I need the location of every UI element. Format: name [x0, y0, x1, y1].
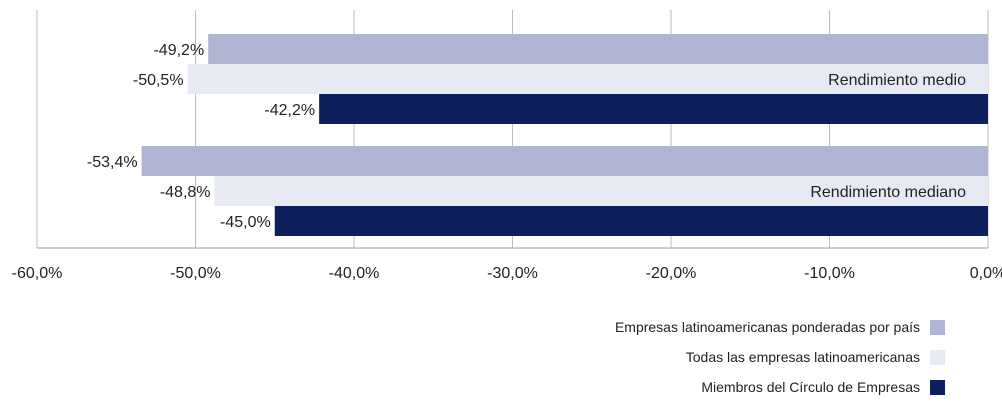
bar	[214, 176, 988, 206]
bar-value-label: -45,0%	[220, 214, 271, 231]
bar-value-label: -48,8%	[160, 184, 211, 201]
legend-item-all: Todas las empresas latinoamericanas	[345, 344, 945, 370]
group-label: Rendimiento medio	[828, 72, 966, 89]
group-label: Rendimiento mediano	[810, 184, 966, 201]
x-tick-label: -60,0%	[12, 265, 63, 282]
x-tick-label: -40,0%	[329, 265, 380, 282]
bar-value-label: -50,5%	[133, 72, 184, 89]
legend: Empresas latinoamericanas ponderadas por…	[345, 314, 945, 404]
bar	[274, 206, 988, 236]
bar-value-label: -42,2%	[264, 102, 315, 119]
data-labels: -49,2% -50,5% -42,2% Rendimiento medio -53,4…	[87, 42, 966, 231]
bar-value-label: -49,2%	[153, 42, 204, 59]
bar	[187, 64, 988, 94]
bar	[319, 94, 988, 124]
legend-item-weighted: Empresas latinoamericanas ponderadas por…	[345, 314, 945, 340]
bars	[141, 34, 989, 236]
x-tick-label: -10,0%	[804, 265, 855, 282]
legend-swatch	[930, 349, 945, 365]
x-tick-label: 0,0%	[970, 265, 1002, 282]
x-axis: -60,0% -50,0% -40,0% -30,0% -20,0% -10,0% 0,0%	[12, 247, 1002, 282]
legend-swatch	[930, 319, 945, 335]
legend-item-members: Miembros del Círculo de Empresas	[345, 374, 945, 400]
legend-swatch	[930, 379, 945, 395]
bar-chart: -49,2% -50,5% -42,2% Rendimiento medio -53,4…	[12, 10, 1002, 282]
x-tick-label: -30,0%	[487, 265, 538, 282]
x-tick-label: -20,0%	[646, 265, 697, 282]
x-tick-label: -50,0%	[170, 265, 221, 282]
legend-label: Todas las empresas latinoamericanas	[685, 349, 920, 365]
bar	[141, 146, 989, 176]
bar-value-label: -53,4%	[87, 154, 138, 171]
legend-label: Miembros del Círculo de Empresas	[701, 379, 920, 395]
bar	[208, 34, 988, 64]
legend-label: Empresas latinoamericanas ponderadas por…	[614, 319, 920, 335]
